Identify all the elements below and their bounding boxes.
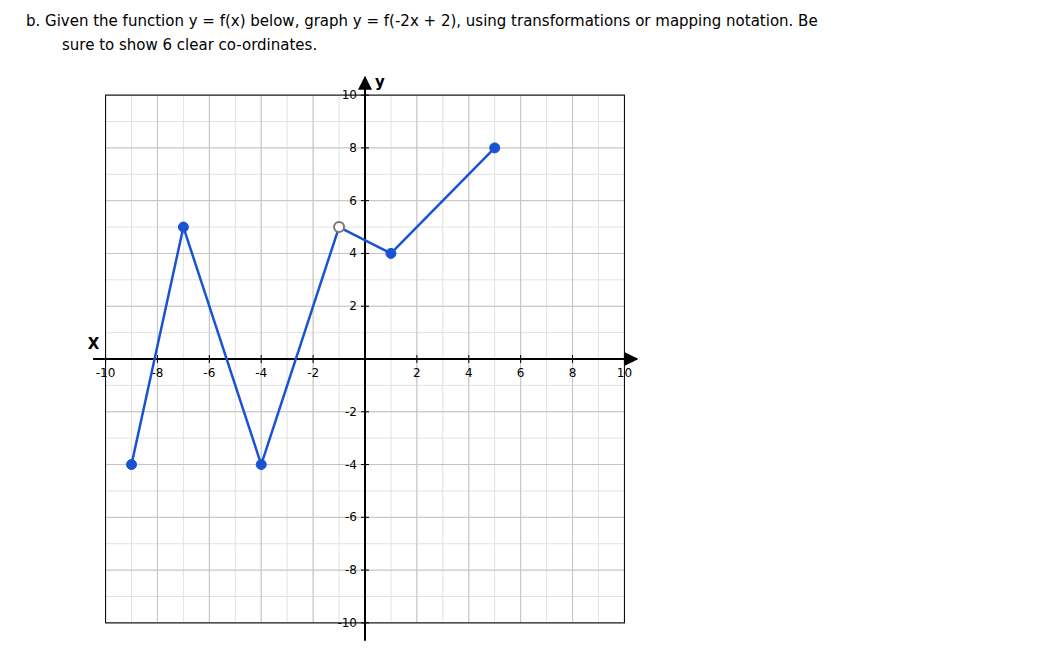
point <box>178 222 188 232</box>
y-axis <box>364 77 366 641</box>
title: b. Given the function y = f(x) below, gr… <box>26 12 818 30</box>
minor-grid-line <box>572 95 573 623</box>
minor-grid-line <box>106 306 625 307</box>
tick-label: -2 <box>345 405 357 419</box>
tick-mark <box>209 355 210 363</box>
minor-grid-line <box>520 95 521 623</box>
tick-label: 10 <box>342 88 357 102</box>
minor-grid-line <box>106 464 625 465</box>
minor-grid-line <box>106 200 625 201</box>
tick-mark <box>361 200 369 201</box>
point <box>490 143 500 153</box>
tick-mark <box>572 355 573 363</box>
minor-grid-line <box>416 95 417 623</box>
grid-line <box>209 95 210 623</box>
tick-mark <box>361 306 369 307</box>
tick-mark <box>261 355 262 363</box>
minor-grid-line <box>106 570 625 571</box>
point <box>127 460 137 470</box>
grid-line <box>416 95 417 623</box>
tick-label: -6 <box>203 366 215 380</box>
tick-mark <box>361 570 369 571</box>
x-axis-label: X <box>88 335 100 353</box>
line <box>132 148 495 465</box>
tick-label: -10 <box>96 366 116 380</box>
minor-grid-line <box>106 411 625 412</box>
grid-line <box>106 411 625 412</box>
tick-label: 2 <box>413 366 421 380</box>
grid-line <box>106 253 625 254</box>
tick-mark <box>520 355 521 363</box>
tick-mark <box>361 464 369 465</box>
tick-label: 8 <box>349 141 357 155</box>
open-point <box>334 222 344 232</box>
tick-mark <box>105 355 106 363</box>
tick-mark <box>468 355 469 363</box>
minor-grid-line <box>106 517 625 518</box>
minor-grid-line <box>209 95 210 623</box>
tick-label: 4 <box>349 246 357 260</box>
point <box>386 248 396 258</box>
tick-mark <box>361 411 369 412</box>
tick-mark <box>313 355 314 363</box>
point <box>256 460 266 470</box>
minor-grid-line <box>106 147 625 148</box>
grid-line <box>106 147 625 148</box>
minor-grid-line <box>106 253 625 254</box>
grid-line <box>572 95 573 623</box>
tick-label: 6 <box>349 194 357 208</box>
minor-grid-line <box>313 95 314 623</box>
grid-line <box>261 95 262 623</box>
tick-mark <box>361 147 369 148</box>
tick-label: -4 <box>255 366 267 380</box>
y-axis-label: y <box>375 73 385 91</box>
tick-label: 10 <box>617 366 632 380</box>
tick-label: 2 <box>349 299 357 313</box>
grid-line <box>106 200 625 201</box>
grid-line <box>313 95 314 623</box>
tick-mark <box>157 355 158 363</box>
grid-line <box>106 464 625 465</box>
grid-line <box>106 570 625 571</box>
tick-mark <box>624 355 625 363</box>
tick-label: -4 <box>345 458 357 472</box>
grid-line <box>106 517 625 518</box>
tick-mark <box>361 622 369 623</box>
tick-label: 6 <box>517 366 525 380</box>
tick-mark <box>361 517 369 518</box>
minor-grid-line <box>157 95 158 623</box>
tick-mark <box>361 95 369 96</box>
data <box>127 143 500 470</box>
tick-mark <box>416 355 417 363</box>
grid-line <box>520 95 521 623</box>
grid-line <box>157 95 158 623</box>
tick-label: -8 <box>345 563 357 577</box>
subtitle: sure to show 6 clear co-ordinates. <box>62 36 317 54</box>
minor-grid-line <box>261 95 262 623</box>
tick-label: -6 <box>345 510 357 524</box>
tick-label: -2 <box>307 366 319 380</box>
tick-label: -10 <box>337 616 357 630</box>
tick-label: 4 <box>465 366 473 380</box>
grid-line <box>106 306 625 307</box>
tick-mark <box>361 253 369 254</box>
chart: b. Given the function y = f(x) below, gr… <box>0 0 1052 654</box>
tick-label: 8 <box>569 366 577 380</box>
